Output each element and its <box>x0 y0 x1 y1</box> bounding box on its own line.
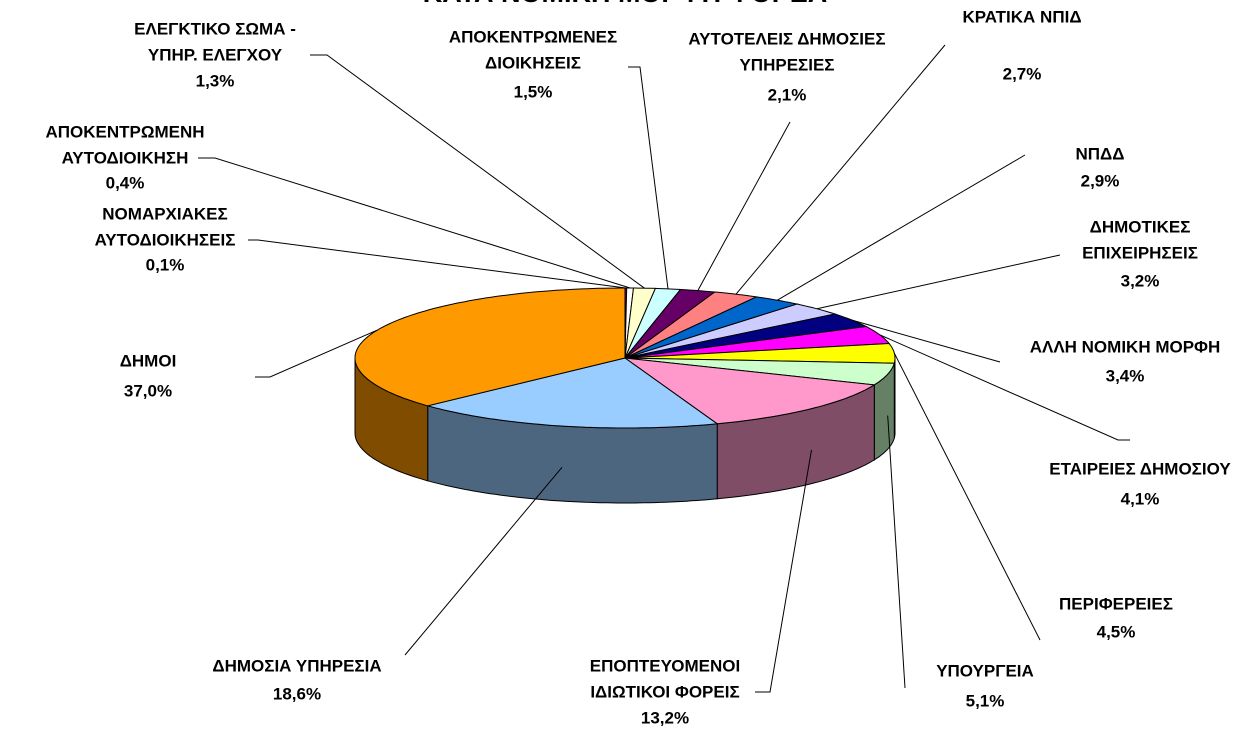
slice-label: ΕΠΟΠΤΕΥΟΜΕΝΟΙ <box>590 656 740 675</box>
slice-label: ΑΛΛΗ ΝΟΜΙΚΗ ΜΟΡΦΗ <box>1030 337 1221 356</box>
slice-label: ΥΠΗΡΕΣΙΕΣ <box>739 55 834 74</box>
value-label: 4,5% <box>1097 622 1136 641</box>
slice-label: ΕΛΕΓΚΤΙΚΟ ΣΩΜΑ - <box>134 19 296 38</box>
value-label: 1,5% <box>514 82 553 101</box>
value-label: 2,1% <box>768 85 807 104</box>
slice-label: ΑΥΤΟΤΕΛΕΙΣ ΔΗΜΟΣΙΕΣ <box>688 29 885 48</box>
slice-label: ΚΡΑΤΙΚΑ ΝΠΙΔ <box>962 7 1081 26</box>
slice-label: ΑΥΤΟΔΙΟΙΚΗΣΕΙΣ <box>95 230 236 249</box>
value-label: 37,0% <box>124 381 172 400</box>
slice-label: ΥΠΟΥΡΓΕΙΑ <box>936 661 1034 680</box>
slice-label: ΙΔΙΩΤΙΚΟΙ ΦΟΡΕΙΣ <box>590 682 739 701</box>
leader-line <box>735 44 946 295</box>
value-label: 3,4% <box>1106 366 1145 385</box>
slice <box>624 342 896 364</box>
value-label: 3,2% <box>1121 271 1160 290</box>
slice <box>624 303 837 359</box>
slice-label: ΑΥΤΟΔΙΟΙΚΗΣΗ <box>62 148 189 167</box>
leader-line <box>248 239 626 289</box>
leader-line <box>628 66 669 289</box>
slice-label: ΔΗΜΟΙ <box>120 351 177 370</box>
value-label: 0,1% <box>146 255 185 274</box>
slice-label: ΝΟΜΑΡΧΙΑΚΕΣ <box>102 204 227 223</box>
value-label: 13,2% <box>641 708 689 727</box>
slice-label: ΑΠΟΚΕΝΤΡΩΜΕΝΕΣ <box>449 27 617 46</box>
slice-label: ΔΗΜΟΣΙΑ ΥΠΗΡΕΣΙΑ <box>212 656 381 675</box>
value-label: 5,1% <box>966 691 1005 710</box>
slice <box>354 287 626 407</box>
slice-label: ΠΕΡΙΦΕΡΕΙΕΣ <box>1059 594 1173 613</box>
slice-label: ΔΙΟΙΚΗΣΕΙΣ <box>485 53 581 72</box>
value-label: 4,1% <box>1121 489 1160 508</box>
value-label: 18,6% <box>273 684 321 703</box>
leader-line <box>851 319 1001 363</box>
leader-line <box>777 154 1026 301</box>
value-label: 2,9% <box>1081 171 1120 190</box>
slice <box>624 313 868 359</box>
value-label: 0,4% <box>106 173 145 192</box>
leader-line <box>816 254 1061 310</box>
leader-line <box>893 353 1041 641</box>
value-label: 1,3% <box>196 71 235 90</box>
slice-label: ΝΠΔΔ <box>1076 144 1125 163</box>
slice-label: ΕΠΙΧΕΙΡΗΣΕΙΣ <box>1082 243 1198 262</box>
slice-label: ΕΤΑΙΡΕΙΕΣ ΔΗΜΟΣΙΟΥ <box>1049 459 1231 478</box>
leader-line <box>198 157 631 289</box>
leader-line <box>887 415 906 689</box>
slice <box>427 357 719 429</box>
leader-line <box>255 329 378 378</box>
leader-line <box>697 121 791 291</box>
slice <box>624 357 896 386</box>
chart-title: ΚΑΤΑ ΝΟΜΙΚΗ ΜΟΡΦΗ ΦΟΡΕΑ <box>423 0 828 8</box>
leader-line <box>404 466 563 656</box>
leader-line <box>755 449 812 693</box>
slice-label: ΔΗΜΟΤΙΚΕΣ <box>1090 217 1191 236</box>
slice-label: ΑΠΟΚΕΝΤΡΩΜΕΝΗ <box>45 122 204 141</box>
leader-line <box>310 54 645 289</box>
slice <box>623 357 876 425</box>
leader-line <box>879 334 1130 441</box>
slice-label: ΥΠΗΡ. ΕΛΕΓΧΟΥ <box>148 45 283 64</box>
value-label: 2,7% <box>1003 64 1042 83</box>
